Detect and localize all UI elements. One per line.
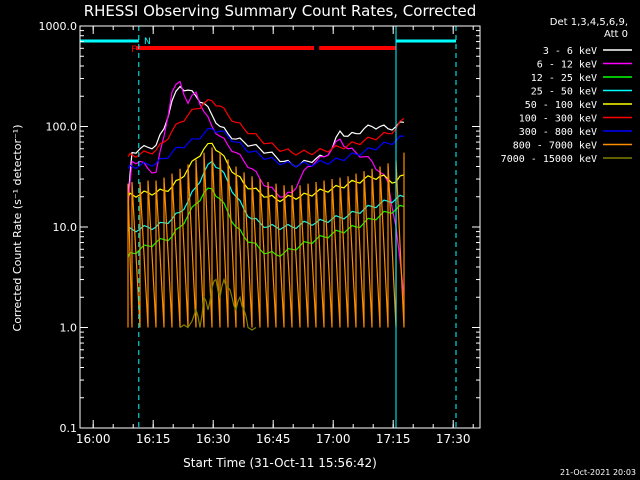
legend-entry-label: 100 - 300 keV	[519, 114, 597, 125]
legend-entry-label: 800 - 7000 keV	[513, 141, 597, 152]
legend-entry-label: 300 - 800 keV	[519, 127, 597, 138]
series-line-6	[127, 128, 405, 170]
legend-entry-label: 50 - 100 keV	[525, 100, 597, 111]
legend-entry-label: 25 - 50 keV	[531, 87, 597, 98]
y-axis-label: Corrected Count Rate (s⁻¹ detector⁻¹)	[11, 125, 24, 332]
series-line-5	[127, 98, 405, 158]
y-tick-label: 100.0	[46, 121, 78, 134]
series-line-4	[127, 142, 405, 203]
x-tick-label: 16:00	[76, 432, 111, 446]
series-line-7	[127, 147, 405, 328]
flare-flag-label: F	[131, 45, 136, 55]
x-tick-label: 16:15	[136, 432, 171, 446]
y-tick-label: 10.0	[53, 221, 78, 234]
x-tick-label: 17:30	[436, 432, 471, 446]
series-line-0	[127, 85, 405, 202]
legend-entry-label: 7000 - 15000 keV	[501, 154, 597, 165]
x-tick-label: 16:30	[196, 432, 231, 446]
x-tick-label: 17:15	[376, 432, 411, 446]
legend: Det 1,3,4,5,6,9,Att 0 3 - 6 keV 6 - 12 keV…	[501, 17, 632, 165]
timestamp-label: 21-Oct-2021 20:03	[560, 468, 636, 477]
x-tick-label: 16:45	[256, 432, 291, 446]
series-line-8	[179, 277, 257, 331]
night-flag-label: N	[144, 37, 151, 47]
chart-title: RHESSI Observing Summary Count Rates, Co…	[84, 2, 477, 20]
y-tick-label: 1000.0	[39, 20, 78, 33]
legend-header-line: Att 0	[604, 29, 628, 40]
legend-header-line: Det 1,3,4,5,6,9,	[550, 17, 628, 28]
series-line-3	[127, 160, 405, 233]
x-tick-label: 17:00	[316, 432, 351, 446]
y-tick-label: 0.1	[60, 422, 78, 435]
legend-entry-label: 6 - 12 keV	[537, 60, 597, 71]
x-axis-label: Start Time (31-Oct-11 15:56:42)	[183, 456, 377, 470]
y-tick-label: 1.0	[60, 322, 78, 335]
legend-entry-label: 12 - 25 keV	[531, 73, 597, 84]
legend-entry-label: 3 - 6 keV	[543, 46, 597, 57]
axes: 0.1 1.0 10.0 100.0 1000.0 16:00 16:15 16:30 16:4…	[39, 20, 481, 446]
